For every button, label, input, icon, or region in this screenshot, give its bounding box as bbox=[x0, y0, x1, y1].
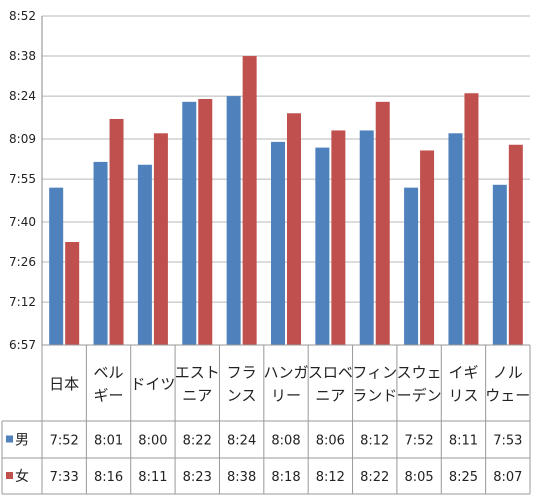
bar-female-8 bbox=[420, 150, 435, 345]
bar-female-6 bbox=[331, 130, 346, 345]
value-male-10: 7:53 bbox=[493, 434, 522, 449]
bar-female-5 bbox=[287, 113, 301, 345]
category-label-4-line0: フラ bbox=[227, 364, 257, 382]
legend-key-female bbox=[6, 472, 13, 479]
value-male-8: 7:52 bbox=[404, 434, 433, 449]
value-female-10: 8:07 bbox=[493, 470, 522, 485]
value-female-0: 7:33 bbox=[50, 470, 79, 485]
bar-male-7 bbox=[359, 130, 374, 345]
value-female-3: 8:23 bbox=[183, 470, 212, 485]
category-label-6-line1: ニア bbox=[315, 387, 345, 405]
category-label-5-line1: リー bbox=[271, 387, 301, 405]
bar-male-1 bbox=[93, 161, 108, 345]
category-label-10-line1: ウェー bbox=[485, 387, 530, 405]
bar-male-6 bbox=[315, 147, 330, 345]
value-female-4: 8:38 bbox=[227, 470, 256, 485]
y-tick-label-8: 8:52 bbox=[9, 9, 36, 23]
value-female-9: 8:25 bbox=[449, 470, 478, 485]
category-label-1-line0: ベル bbox=[94, 364, 124, 382]
legend-key-male bbox=[6, 435, 13, 443]
y-tick-label-3: 7:40 bbox=[9, 215, 36, 229]
bar-male-4 bbox=[226, 96, 241, 346]
legend-label-male: 男 bbox=[15, 433, 29, 449]
bar-male-10 bbox=[492, 184, 507, 345]
category-label-10-line0: ノル bbox=[493, 364, 523, 382]
category-label-3-line0: エスト bbox=[175, 364, 220, 382]
category-label-8-line1: ーデン bbox=[397, 387, 442, 405]
value-male-2: 8:00 bbox=[138, 434, 167, 449]
category-label-1-line1: ギー bbox=[94, 387, 124, 405]
value-female-5: 8:18 bbox=[271, 470, 300, 485]
value-male-5: 8:08 bbox=[271, 434, 300, 449]
value-male-9: 8:11 bbox=[449, 434, 478, 449]
bar-female-4 bbox=[242, 56, 257, 345]
category-label-0: 日本 bbox=[49, 375, 79, 393]
value-male-1: 8:01 bbox=[94, 434, 123, 449]
y-tick-label-1: 7:12 bbox=[9, 295, 36, 309]
y-tick-label-2: 7:26 bbox=[9, 255, 36, 269]
bar-female-2 bbox=[153, 133, 168, 345]
bar-female-3 bbox=[198, 98, 213, 346]
category-label-9-line0: イギ bbox=[448, 364, 478, 382]
category-label-7-line1: ランド bbox=[352, 387, 397, 405]
value-female-1: 8:16 bbox=[94, 470, 123, 485]
value-female-6: 8:12 bbox=[316, 470, 345, 485]
bar-male-3 bbox=[182, 101, 197, 346]
value-female-2: 8:11 bbox=[138, 470, 167, 485]
category-label-4-line1: ンス bbox=[227, 387, 257, 405]
bar-female-10 bbox=[508, 144, 523, 345]
value-female-7: 8:22 bbox=[360, 470, 389, 485]
category-label-2: ドイツ bbox=[130, 375, 175, 393]
category-label-3-line1: ニア bbox=[182, 387, 212, 405]
bar-male-0 bbox=[49, 187, 64, 345]
bar-female-9 bbox=[464, 93, 479, 346]
value-male-4: 8:24 bbox=[227, 434, 256, 449]
category-label-6-line0: スロベ bbox=[308, 364, 353, 382]
y-tick-label-4: 7:55 bbox=[9, 172, 36, 186]
y-tick-label-5: 8:09 bbox=[9, 132, 36, 146]
category-label-8-line0: スウェ bbox=[397, 364, 442, 382]
value-male-3: 8:22 bbox=[183, 434, 212, 449]
bar-female-0 bbox=[65, 242, 80, 345]
y-tick-label-0: 6:57 bbox=[9, 338, 36, 352]
value-male-6: 8:06 bbox=[316, 434, 345, 449]
bar-female-1 bbox=[109, 118, 124, 345]
bar-female-7 bbox=[375, 101, 390, 346]
category-label-7-line0: フィン bbox=[352, 364, 397, 382]
category-label-5-line0: ハンガ bbox=[263, 364, 308, 382]
bar-male-5 bbox=[271, 141, 285, 345]
value-male-7: 8:12 bbox=[360, 434, 389, 449]
value-female-8: 8:05 bbox=[404, 470, 433, 485]
category-label-9-line1: リス bbox=[448, 387, 478, 405]
bar-male-2 bbox=[137, 164, 152, 345]
y-tick-label-6: 8:24 bbox=[9, 89, 36, 103]
bar-male-9 bbox=[448, 133, 463, 345]
legend-label-female: 女 bbox=[15, 468, 29, 485]
y-tick-label-7: 8:38 bbox=[9, 49, 36, 63]
bar-male-8 bbox=[404, 187, 419, 345]
value-male-0: 7:52 bbox=[50, 434, 79, 449]
